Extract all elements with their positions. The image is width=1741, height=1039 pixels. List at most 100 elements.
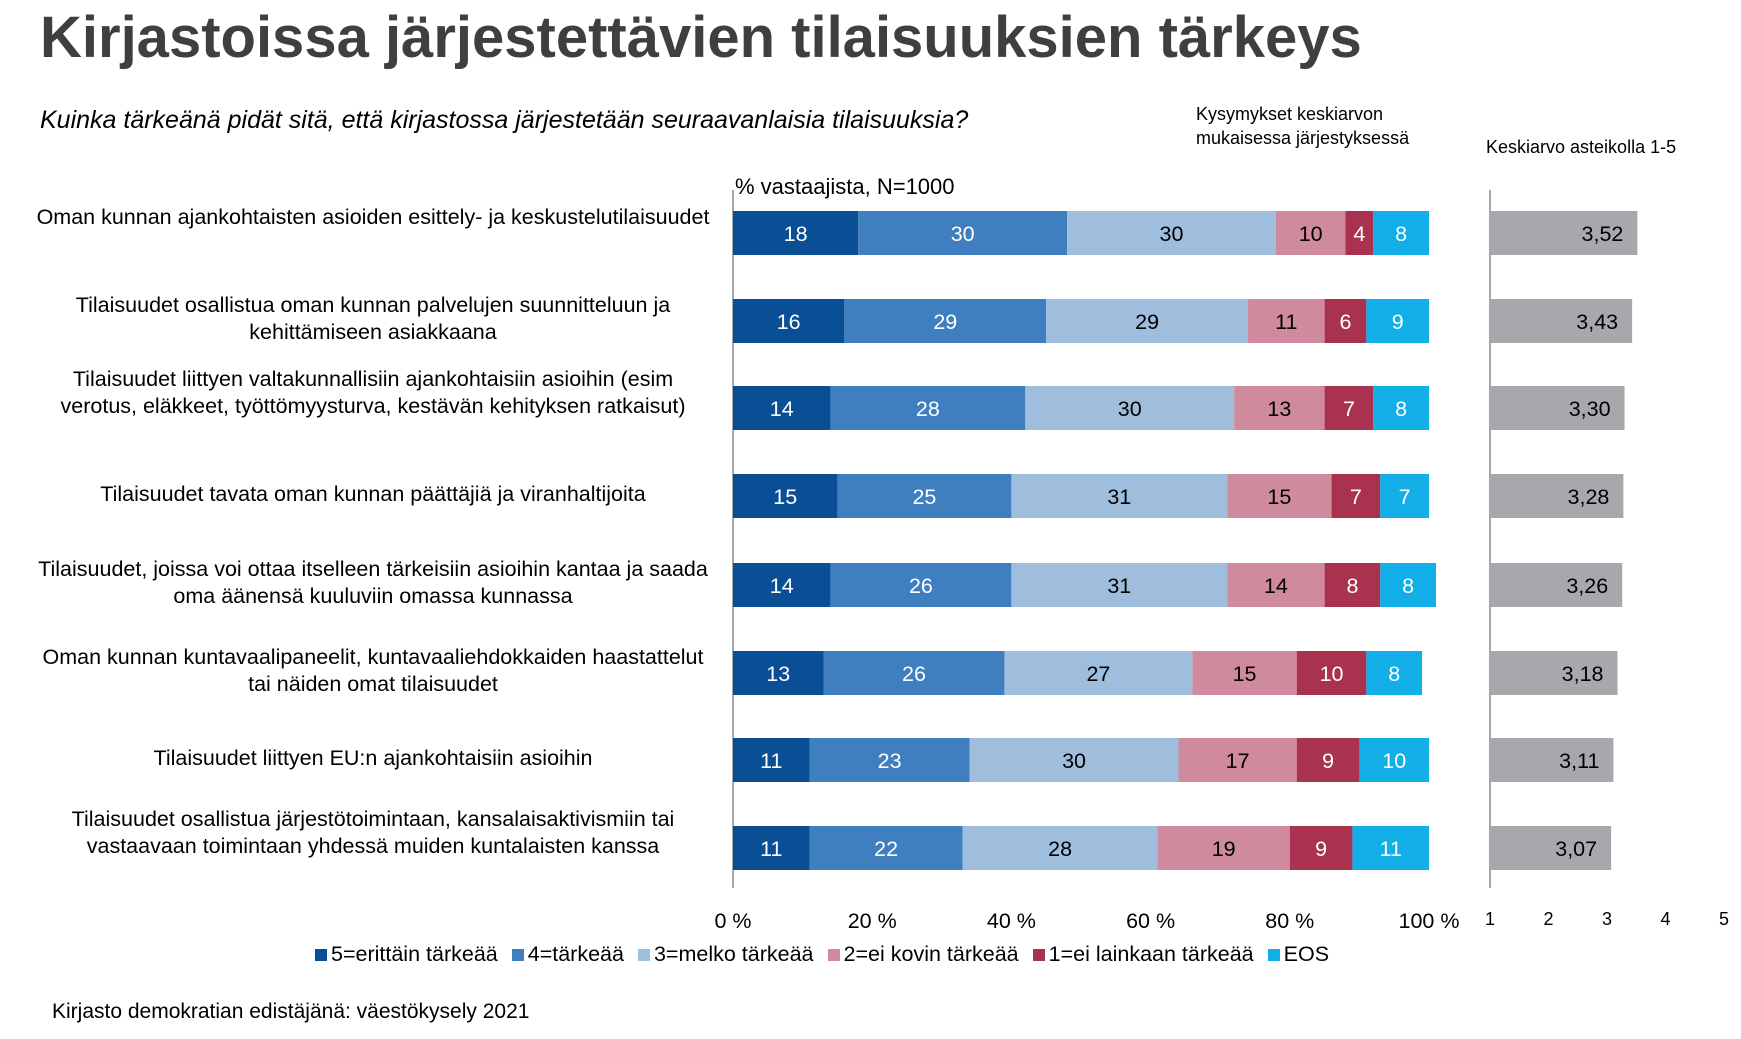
bar-segment bbox=[1289, 826, 1353, 870]
bar-segment bbox=[1324, 299, 1367, 343]
bar-value-label: 10 bbox=[1299, 222, 1323, 246]
bar-value-label: 14 bbox=[1264, 574, 1288, 598]
bar-segment bbox=[1324, 386, 1374, 430]
legend-label: 1=ei lainkaan tärkeää bbox=[1048, 942, 1254, 966]
bar-value-label: 15 bbox=[773, 485, 797, 509]
bar-segment bbox=[1011, 563, 1228, 607]
mean-bar bbox=[1490, 651, 1618, 695]
category-label: Oman kunnan ajankohtaisten asioiden esit… bbox=[36, 205, 710, 229]
bar-segment bbox=[837, 474, 1012, 518]
mean-bar bbox=[1490, 211, 1638, 255]
bar-value-label: 14 bbox=[770, 574, 794, 598]
mean-value-label: 3,30 bbox=[1569, 397, 1611, 421]
page-title: Kirjastoissa järjestettävien tilaisuuksi… bbox=[40, 5, 1362, 70]
bar-segment bbox=[733, 651, 824, 695]
bar-value-label: 28 bbox=[1048, 837, 1072, 861]
legend-swatch bbox=[315, 948, 327, 961]
mean-tick-label: 5 bbox=[1719, 909, 1729, 929]
bar-segment bbox=[830, 386, 1026, 430]
legend-item: 3=melko tärkeää bbox=[637, 942, 814, 967]
bar-segment bbox=[1331, 474, 1381, 518]
bar-segment bbox=[969, 738, 1179, 782]
bar-value-label: 11 bbox=[760, 837, 782, 861]
bar-segment bbox=[1296, 651, 1367, 695]
mean-tick-label: 3 bbox=[1602, 909, 1612, 929]
bar-segment bbox=[1345, 211, 1374, 255]
bar-segment bbox=[1380, 474, 1429, 518]
bar-value-label: 15 bbox=[1233, 662, 1257, 686]
bar-value-label: 29 bbox=[1135, 310, 1159, 334]
bar-segment bbox=[1067, 211, 1276, 255]
bar-segment bbox=[1025, 386, 1235, 430]
category-label: Tilaisuudet osallistua oman kunnan palve… bbox=[75, 293, 671, 344]
question-subtitle: Kuinka tärkeänä pidät sitä, että kirjast… bbox=[40, 106, 969, 134]
bar-segment bbox=[962, 826, 1158, 870]
legend-item: 4=tärkeää bbox=[511, 942, 624, 967]
source-note: Kirjasto demokratian edistäjänä: väestök… bbox=[52, 1000, 530, 1023]
category-label: Tilaisuudet liittyen valtakunnallisiin a… bbox=[60, 366, 686, 418]
legend-label: 3=melko tärkeää bbox=[653, 942, 814, 966]
bar-segment bbox=[1192, 651, 1297, 695]
bar-value-label: 30 bbox=[1160, 222, 1184, 246]
category-label: Tilaisuudet tavata oman kunnan päättäjiä… bbox=[100, 481, 646, 506]
bar-value-label: 7 bbox=[1343, 397, 1355, 421]
mean-value-label: 3,26 bbox=[1566, 574, 1608, 598]
bar-value-label: 23 bbox=[878, 749, 902, 773]
mean-bar bbox=[1490, 386, 1625, 430]
percent-tick-label: 100 % bbox=[1399, 909, 1460, 933]
bar-segment bbox=[1248, 299, 1325, 343]
bar-value-label: 11 bbox=[1275, 310, 1297, 334]
category-label: Tilaisuudet osallistua järjestötoimintaa… bbox=[71, 806, 675, 858]
mean-tick-label: 4 bbox=[1660, 909, 1670, 929]
bar-value-label: 30 bbox=[1062, 749, 1086, 773]
bar-segment bbox=[1157, 826, 1290, 870]
bar-segment bbox=[830, 563, 1012, 607]
bar-segment bbox=[1373, 386, 1429, 430]
category-label: Tilaisuudet liittyen EU:n ajankohtaisiin… bbox=[153, 745, 593, 770]
bar-value-label: 19 bbox=[1212, 837, 1236, 861]
mean-value-label: 3,18 bbox=[1562, 662, 1604, 686]
legend-label: 4=tärkeää bbox=[527, 942, 624, 966]
legend-swatch bbox=[1032, 948, 1045, 961]
bar-value-label: 8 bbox=[1402, 574, 1414, 598]
order-note: Kysymykset keskiarvon mukaisessa järjest… bbox=[1196, 104, 1410, 148]
mean-axis-title: Keskiarvo asteikolla 1-5 bbox=[1486, 137, 1677, 157]
bar-segment bbox=[733, 386, 831, 430]
bar-value-label: 11 bbox=[1380, 837, 1402, 861]
legend-item: 2=ei kovin tärkeää bbox=[827, 942, 1019, 967]
mean-value-label: 3,43 bbox=[1576, 310, 1618, 334]
bar-value-label: 18 bbox=[784, 222, 808, 246]
bar-segment bbox=[1227, 563, 1325, 607]
bar-value-label: 17 bbox=[1226, 749, 1250, 773]
bar-value-label: 9 bbox=[1315, 837, 1327, 861]
bar-segment bbox=[1046, 299, 1249, 343]
bar-value-label: 25 bbox=[912, 485, 936, 509]
mean-bar bbox=[1490, 474, 1624, 518]
bar-segment bbox=[1366, 299, 1429, 343]
bar-segment bbox=[1324, 563, 1381, 607]
bar-value-label: 10 bbox=[1382, 749, 1406, 773]
bar-value-label: 26 bbox=[902, 662, 926, 686]
legend-item: EOS bbox=[1267, 942, 1330, 967]
bar-value-label: 13 bbox=[766, 662, 790, 686]
mean-value-label: 3,52 bbox=[1582, 222, 1624, 246]
bar-segment bbox=[1366, 651, 1423, 695]
bar-value-label: 27 bbox=[1086, 662, 1110, 686]
bar-value-label: 29 bbox=[933, 310, 957, 334]
legend-label: EOS bbox=[1283, 942, 1330, 966]
mean-tick-label: 2 bbox=[1543, 909, 1553, 929]
percent-tick-label: 40 % bbox=[987, 909, 1036, 933]
bar-value-label: 13 bbox=[1267, 397, 1291, 421]
mean-bar bbox=[1490, 563, 1623, 607]
bar-value-label: 6 bbox=[1339, 310, 1351, 334]
bar-segment bbox=[809, 738, 970, 782]
legend-swatch bbox=[637, 948, 650, 961]
bar-value-label: 10 bbox=[1320, 662, 1344, 686]
legend-swatch bbox=[827, 948, 840, 961]
bar-value-label: 31 bbox=[1107, 574, 1131, 598]
bar-value-label: 22 bbox=[874, 837, 898, 861]
bar-value-label: 14 bbox=[770, 397, 794, 421]
bar-value-label: 30 bbox=[951, 222, 975, 246]
bar-value-label: 7 bbox=[1350, 485, 1362, 509]
bar-segment bbox=[1011, 474, 1228, 518]
